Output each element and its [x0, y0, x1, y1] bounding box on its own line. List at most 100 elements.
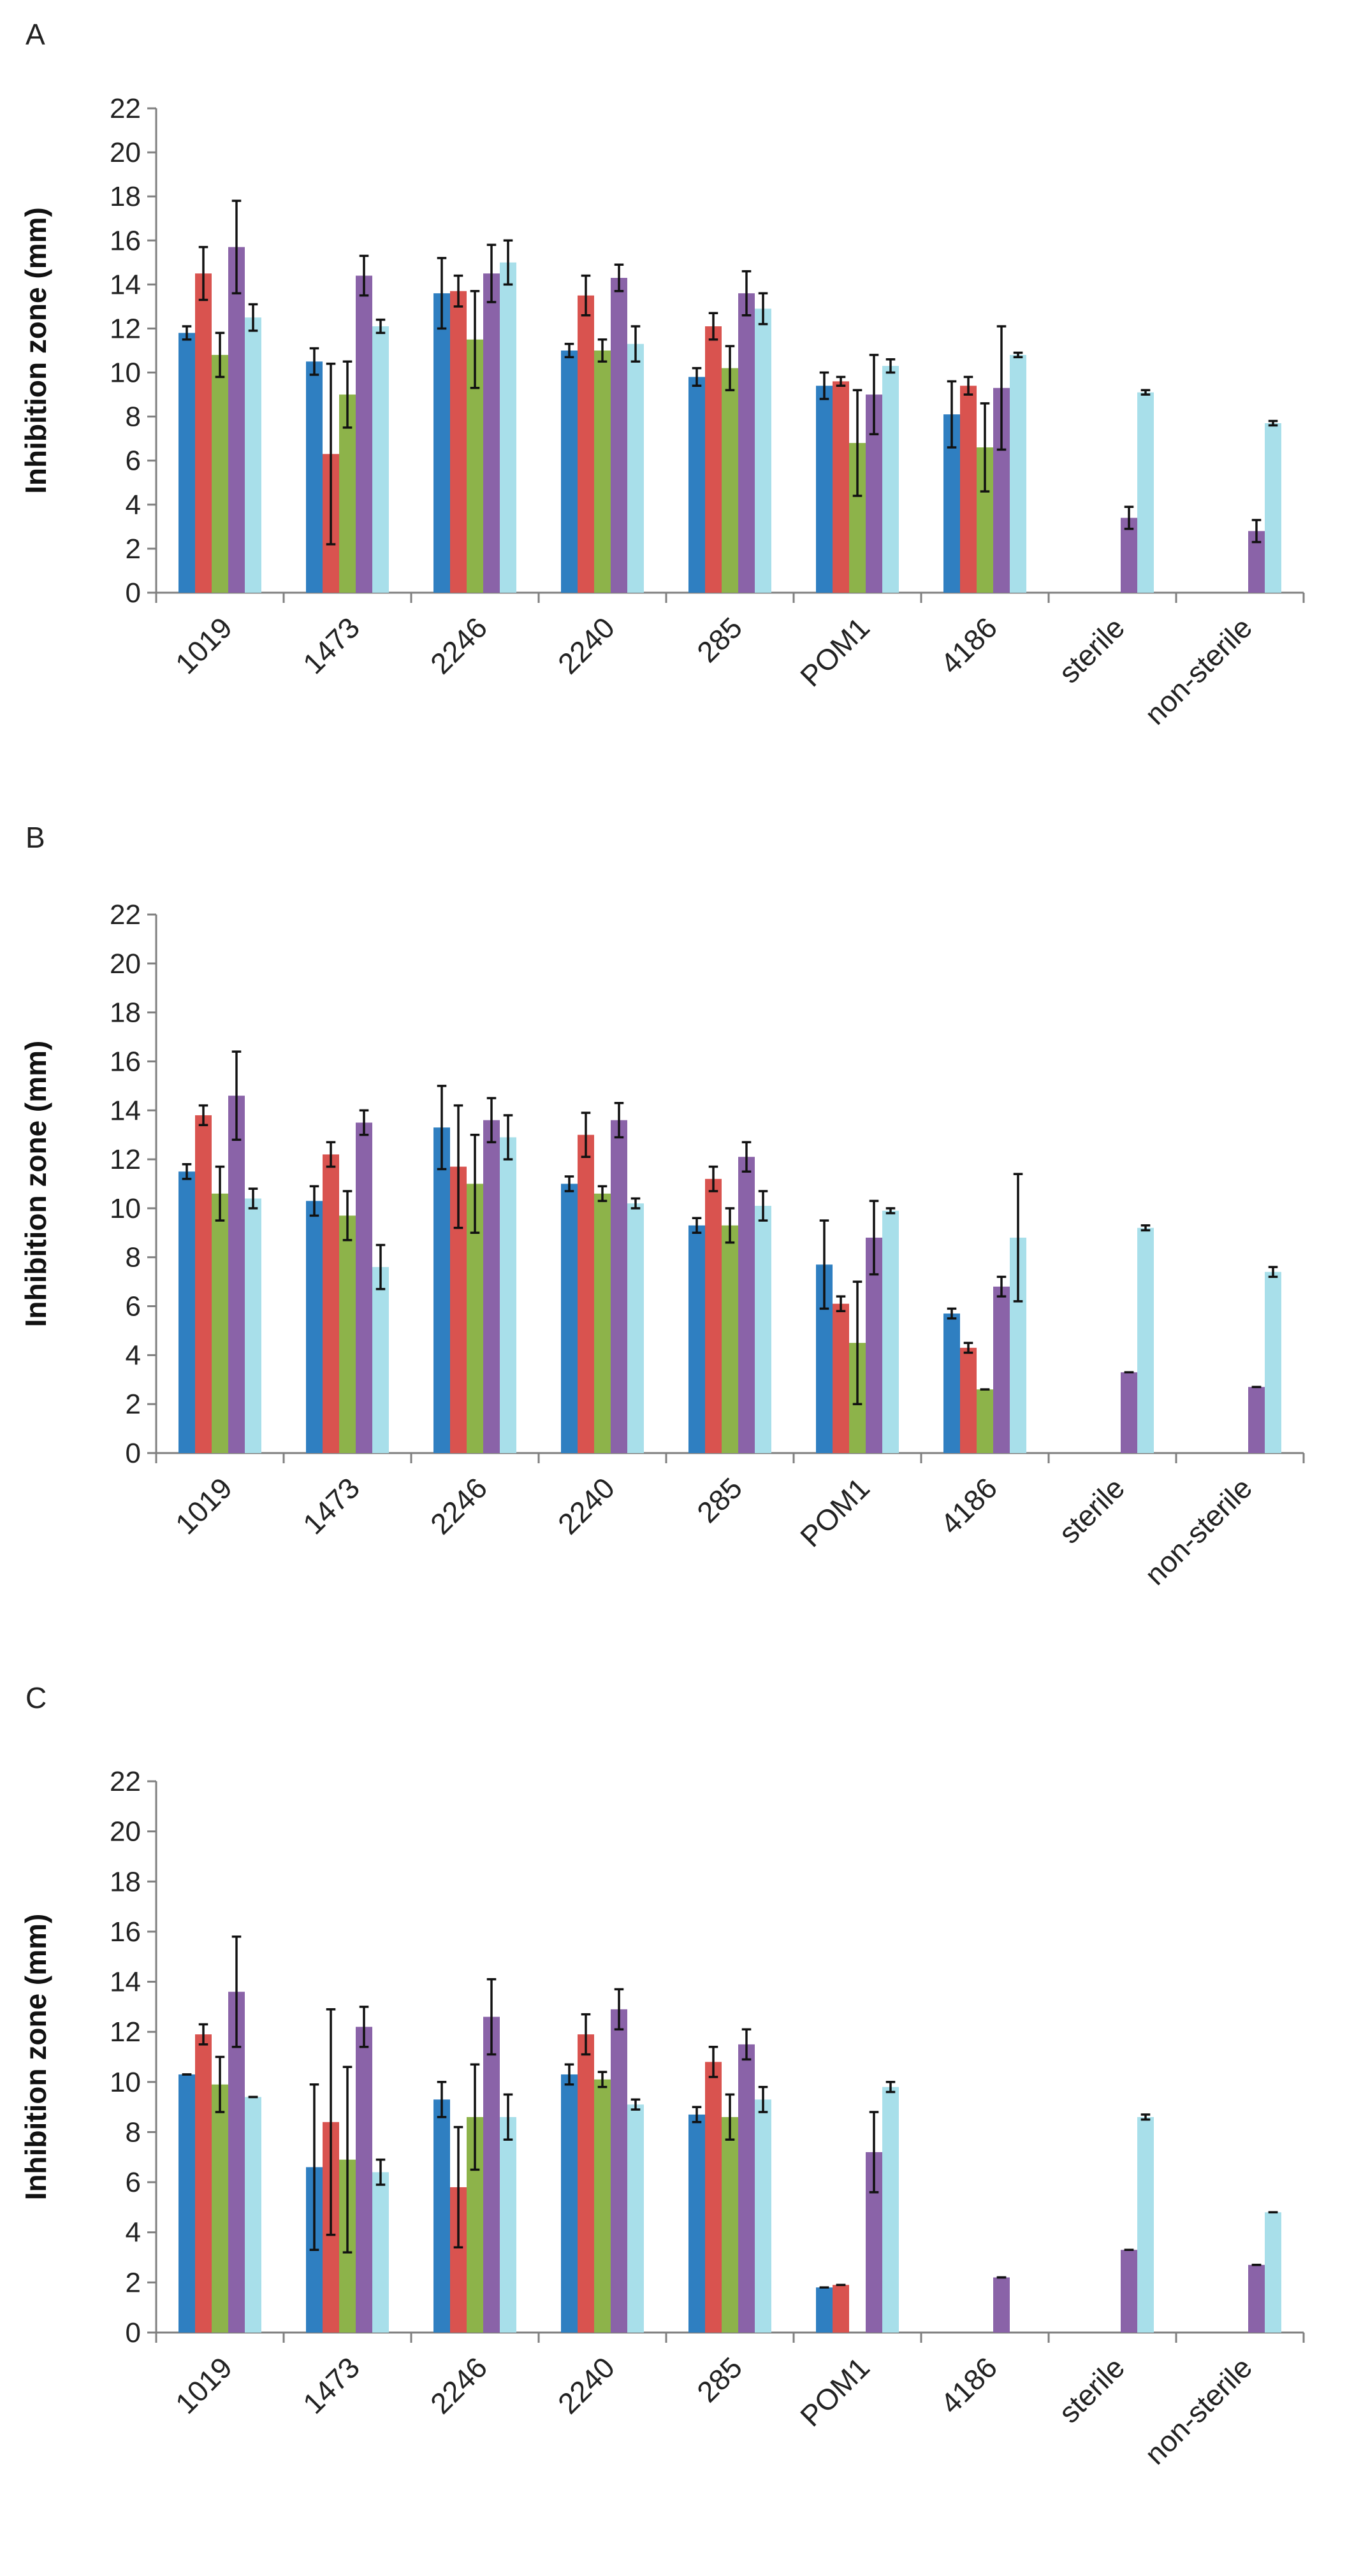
- bar: [882, 2087, 899, 2333]
- bar: [245, 1198, 261, 1453]
- bar: [611, 2009, 627, 2333]
- y-tick-label: 10: [110, 2067, 141, 2098]
- y-tick-label: 2: [126, 1389, 141, 1420]
- bar: [833, 381, 849, 593]
- bar: [228, 247, 245, 593]
- bar: [993, 1286, 1010, 1453]
- y-tick-label: 2: [126, 2267, 141, 2298]
- y-tick-label: 0: [126, 577, 141, 609]
- y-axis-title: Inhibition zone (mm): [19, 1041, 52, 1328]
- bar: [195, 1115, 212, 1453]
- bar: [433, 2099, 450, 2333]
- bar: [1010, 354, 1026, 593]
- bar: [450, 291, 467, 593]
- y-tick-label: 14: [110, 1095, 141, 1126]
- bar: [500, 262, 516, 593]
- bar: [738, 293, 755, 593]
- bar: [1137, 2117, 1154, 2333]
- y-tick-label: 16: [110, 225, 141, 256]
- bar: [500, 2117, 516, 2333]
- panel-letter: B: [25, 821, 45, 854]
- bar: [212, 2084, 228, 2333]
- y-tick-label: 6: [126, 1291, 141, 1322]
- panel-letter: A: [25, 18, 45, 51]
- bar: [705, 1178, 722, 1453]
- bar: [433, 293, 450, 593]
- y-tick-label: 18: [110, 181, 141, 212]
- bar: [611, 278, 627, 593]
- y-tick-label: 8: [126, 402, 141, 433]
- bar: [594, 351, 611, 593]
- bar: [943, 1313, 960, 1453]
- bar: [306, 1201, 323, 1453]
- y-tick-label: 20: [110, 137, 141, 168]
- bar: [578, 2034, 594, 2333]
- bar: [1265, 2212, 1281, 2333]
- bar: [882, 1210, 899, 1453]
- y-axis-title: Inhibition zone (mm): [19, 207, 52, 494]
- bar: [483, 1120, 500, 1453]
- bar: [356, 275, 372, 593]
- bar: [1248, 2264, 1265, 2333]
- y-axis-title: Inhibition zone (mm): [19, 1914, 52, 2201]
- bar: [1121, 517, 1137, 593]
- bar: [178, 333, 195, 593]
- bar: [722, 368, 738, 593]
- y-tick-label: 18: [110, 997, 141, 1029]
- y-tick-label: 2: [126, 533, 141, 565]
- bar: [561, 1183, 578, 1453]
- y-tick-label: 20: [110, 948, 141, 980]
- bar: [755, 1206, 771, 1453]
- bar: [212, 354, 228, 593]
- y-tick-label: 12: [110, 1144, 141, 1175]
- bar: [627, 1203, 644, 1453]
- bar: [594, 1193, 611, 1453]
- bar: [1137, 1227, 1154, 1453]
- bar: [178, 2074, 195, 2333]
- bar: [627, 2104, 644, 2333]
- y-tick-label: 18: [110, 1866, 141, 1897]
- bar: [561, 351, 578, 593]
- bar: [738, 2044, 755, 2333]
- bar: [1248, 1387, 1265, 1453]
- y-tick-label: 6: [126, 445, 141, 477]
- y-tick-label: 8: [126, 1242, 141, 1273]
- y-tick-label: 12: [110, 313, 141, 344]
- bar: [627, 344, 644, 593]
- bar: [816, 2287, 833, 2333]
- bar: [178, 1171, 195, 1453]
- bar: [212, 1193, 228, 1453]
- y-tick-label: 4: [126, 1340, 141, 1371]
- bar: [960, 386, 977, 593]
- bar: [688, 1225, 705, 1453]
- bar: [195, 273, 212, 593]
- y-tick-label: 6: [126, 2167, 141, 2198]
- bar: [483, 2016, 500, 2333]
- bar: [816, 386, 833, 593]
- bar: [688, 377, 705, 593]
- bar: [1265, 1271, 1281, 1453]
- bar: [372, 326, 389, 593]
- bar: [356, 1122, 372, 1453]
- bar: [1121, 1372, 1137, 1453]
- bar: [738, 1157, 755, 1453]
- bar: [705, 326, 722, 593]
- bar: [1137, 392, 1154, 593]
- y-tick-label: 22: [110, 1766, 141, 1797]
- y-tick-label: 4: [126, 489, 141, 521]
- y-tick-label: 14: [110, 269, 141, 300]
- y-tick-label: 10: [110, 1193, 141, 1224]
- bar: [245, 317, 261, 593]
- bar: [195, 2034, 212, 2333]
- y-tick-label: 4: [126, 2217, 141, 2248]
- bar: [993, 2277, 1010, 2333]
- y-tick-label: 8: [126, 2117, 141, 2148]
- bar: [561, 2074, 578, 2333]
- y-tick-label: 10: [110, 358, 141, 389]
- bar: [356, 2027, 372, 2333]
- bar: [611, 1120, 627, 1453]
- y-tick-label: 16: [110, 1916, 141, 1948]
- y-tick-label: 0: [126, 2317, 141, 2348]
- y-tick-label: 12: [110, 2016, 141, 2048]
- bar: [722, 1225, 738, 1453]
